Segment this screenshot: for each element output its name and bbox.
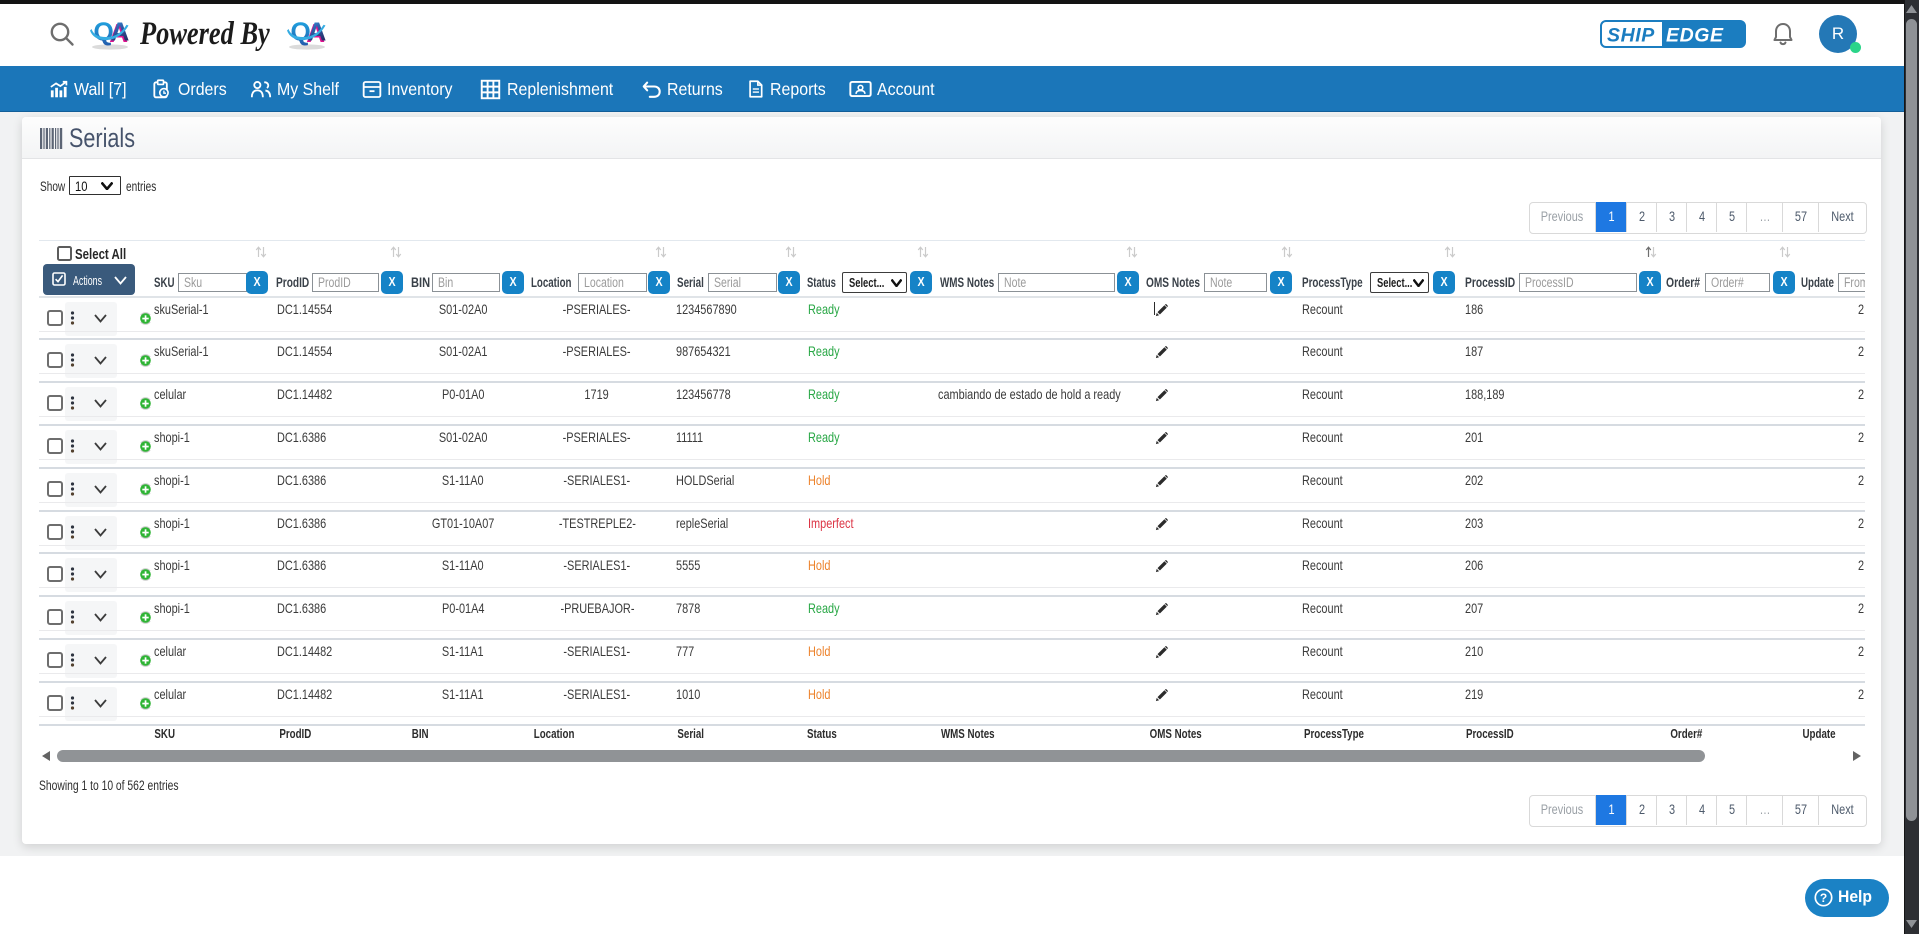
svg-text:SHIP: SHIP [1607,25,1655,47]
svg-text:EDGE: EDGE [1666,25,1724,47]
svg-text:A: A [306,18,325,48]
svg-text:A: A [111,17,130,47]
svg-text:?: ? [1820,891,1827,905]
svg-text:A: A [109,18,128,48]
svg-text:A: A [308,17,327,47]
